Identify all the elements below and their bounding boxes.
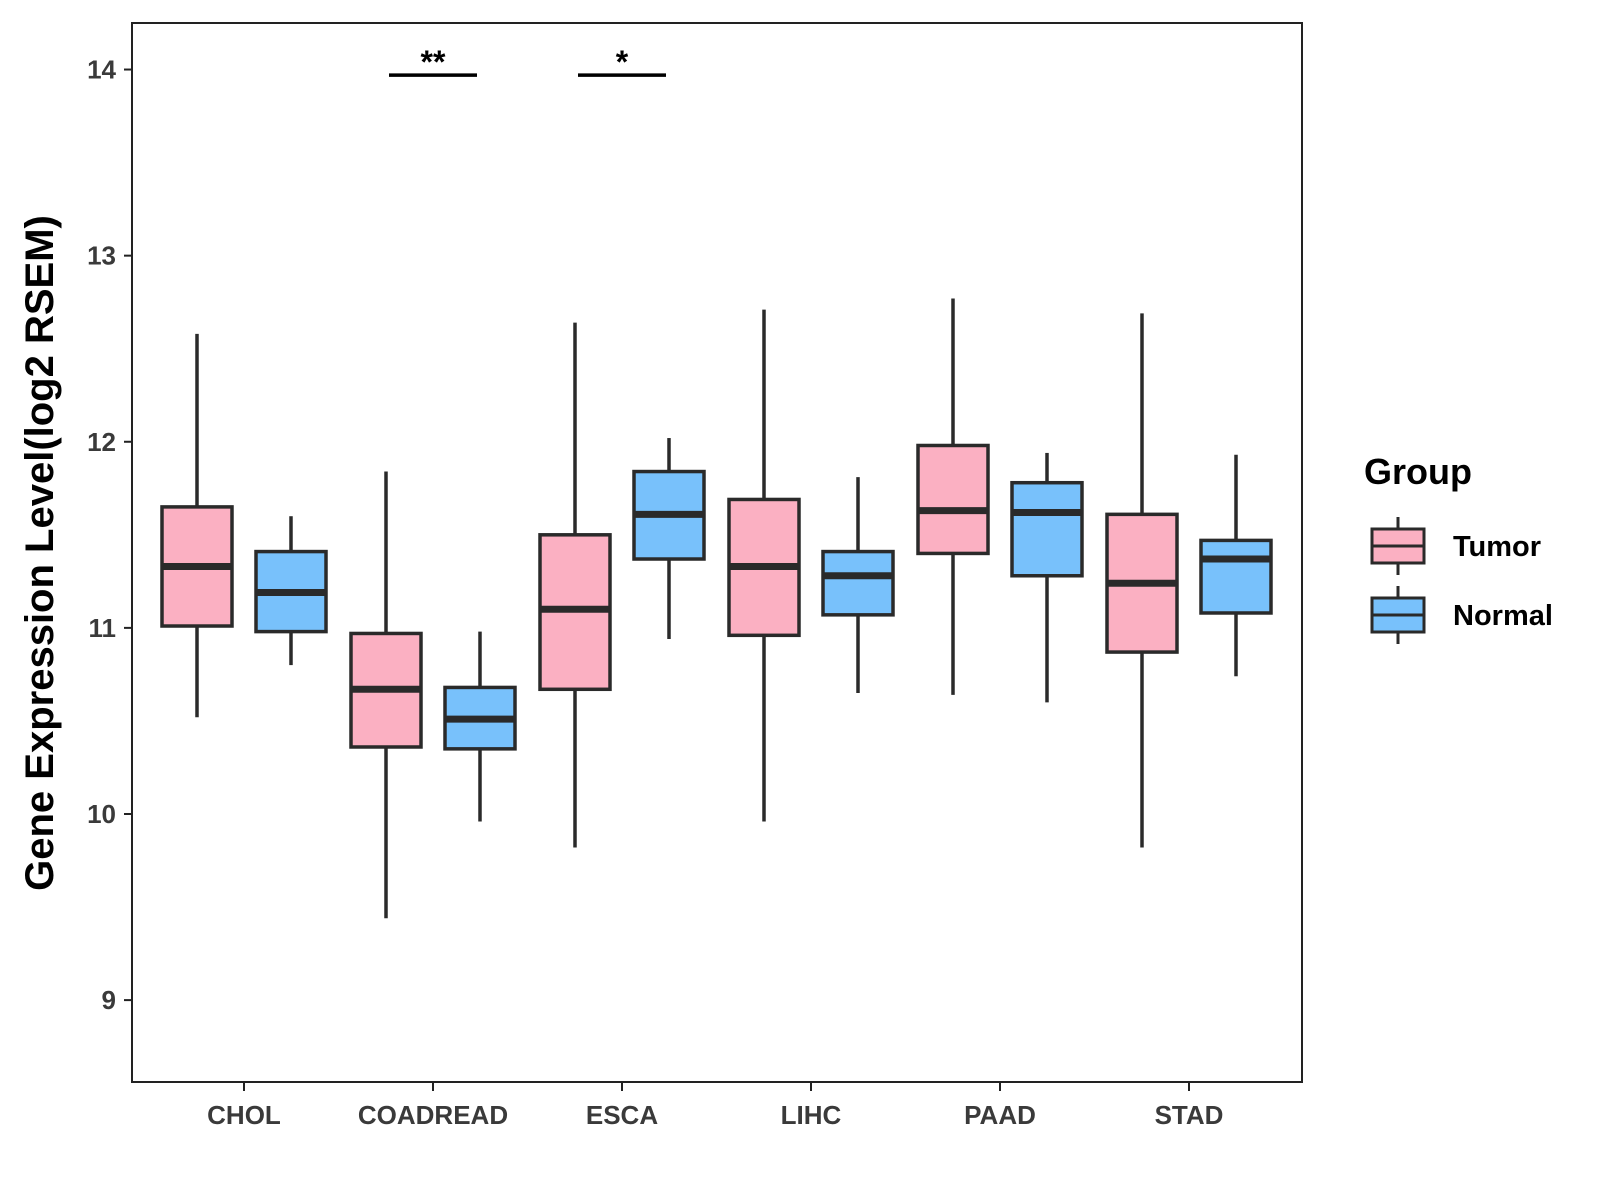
x-tick-label: PAAD (964, 1100, 1036, 1130)
box-normal-esca (632, 438, 706, 640)
box-body (821, 549, 895, 617)
y-tick-label: 10 (87, 799, 116, 829)
significance-label: ** (421, 44, 446, 80)
legend-label: Tumor (1453, 531, 1541, 563)
y-axis-title: Gene Expression Level(log2 RSEM) (18, 215, 62, 891)
box-tumor-stad (1105, 313, 1179, 848)
box-tumor-chol (160, 333, 234, 718)
box-tumor-esca (538, 322, 612, 848)
legend-title: Group (1364, 451, 1472, 492)
legend-key-tumor (1370, 517, 1426, 575)
box-body (1010, 480, 1084, 578)
box-normal-coadread (443, 631, 517, 822)
x-tick-label: STAD (1155, 1100, 1224, 1130)
box-tumor-coadread (349, 471, 423, 919)
y-tick-label: 13 (87, 241, 116, 271)
box-body (1199, 538, 1273, 615)
box-normal-lihc (821, 477, 895, 694)
y-axis: 9 10 11 12 13 14 (87, 55, 132, 1015)
y-tick-label: 14 (87, 55, 116, 85)
box-series-group (160, 298, 1273, 919)
x-tick-label: LIHC (781, 1100, 842, 1130)
significance-label: * (616, 44, 629, 80)
box-tumor-lihc (727, 309, 801, 822)
box-body (916, 443, 990, 556)
x-tick-label: COADREAD (358, 1100, 508, 1130)
significance-annotations: ** * (389, 44, 666, 80)
legend-key-normal (1370, 586, 1426, 644)
x-axis: CHOL COADREAD ESCA LIHC PAAD STAD (207, 1082, 1223, 1130)
box-tumor-paad (916, 298, 990, 695)
legend-label: Normal (1453, 600, 1553, 632)
x-tick-label: ESCA (586, 1100, 658, 1130)
box-normal-paad (1010, 452, 1084, 703)
y-tick-label: 12 (87, 427, 116, 457)
box-normal-stad (1199, 454, 1273, 677)
y-tick-label: 11 (89, 613, 117, 643)
box-normal-chol (254, 516, 328, 666)
x-tick-label: CHOL (207, 1100, 281, 1130)
y-tick-label: 9 (102, 985, 116, 1015)
legend: Group Tumor Normal (1364, 451, 1553, 644)
